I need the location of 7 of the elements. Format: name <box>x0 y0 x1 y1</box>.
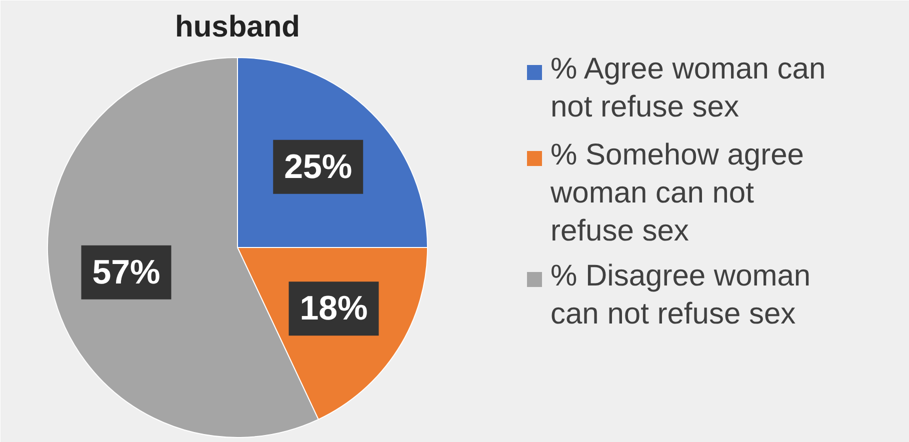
legend-label: % Agree woman can not refuse sex <box>550 52 826 124</box>
data-label: 18% <box>300 290 368 328</box>
legend-label: % Disagree woman can not refuse sex <box>550 260 811 330</box>
legend-label: % Somehow agree woman can not refuse sex <box>550 138 804 248</box>
data-label: 57% <box>92 253 160 292</box>
chart-title: husband <box>175 10 300 44</box>
data-label: 25% <box>284 148 352 186</box>
